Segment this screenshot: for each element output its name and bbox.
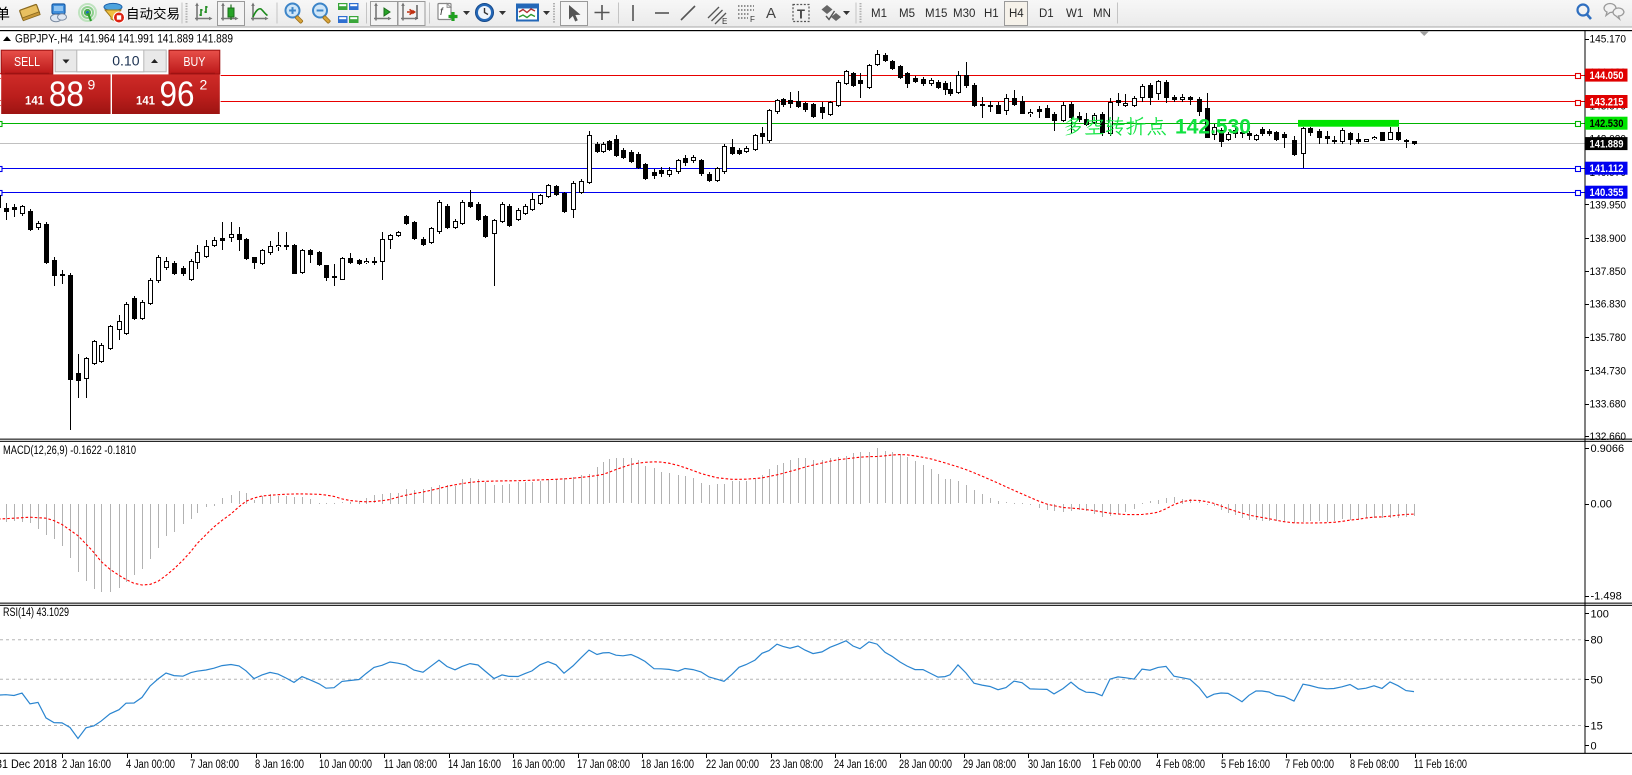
svg-text:0.00: 0.00 [1591, 499, 1612, 511]
svg-text:0.10: 0.10 [112, 53, 139, 69]
svg-text:143.215: 143.215 [1590, 97, 1624, 109]
svg-text:M15: M15 [925, 8, 947, 20]
svg-text:MACD(12,26,9) -0.1622 -0.1810: MACD(12,26,9) -0.1622 -0.1810 [3, 445, 136, 457]
svg-text:-1.498: -1.498 [1591, 591, 1622, 603]
svg-text:31 Dec 2018: 31 Dec 2018 [0, 759, 57, 771]
svg-text:30 Jan 16:00: 30 Jan 16:00 [1028, 759, 1081, 771]
svg-text:24 Jan 16:00: 24 Jan 16:00 [834, 759, 887, 771]
svg-text:15: 15 [1591, 721, 1603, 733]
svg-text:144.050: 144.050 [1590, 70, 1624, 82]
svg-text:0.9066: 0.9066 [1591, 443, 1625, 455]
svg-text:50: 50 [1591, 674, 1603, 686]
svg-text:134.730: 134.730 [1590, 365, 1627, 377]
svg-text:H4: H4 [1009, 8, 1024, 20]
svg-text:29 Jan 08:00: 29 Jan 08:00 [963, 759, 1016, 771]
svg-text:5 Feb 16:00: 5 Feb 16:00 [1221, 759, 1270, 771]
svg-text:W1: W1 [1066, 8, 1083, 20]
svg-text:7 Feb 00:00: 7 Feb 00:00 [1285, 759, 1334, 771]
svg-text:11 Feb 16:00: 11 Feb 16:00 [1414, 759, 1467, 771]
svg-text:4 Feb 08:00: 4 Feb 08:00 [1156, 759, 1205, 771]
svg-text:MN: MN [1093, 8, 1111, 20]
svg-text:142.530: 142.530 [1175, 116, 1251, 139]
svg-text:23 Jan 08:00: 23 Jan 08:00 [770, 759, 823, 771]
svg-text:10 Jan 00:00: 10 Jan 00:00 [319, 759, 372, 771]
svg-text:140.355: 140.355 [1590, 187, 1624, 199]
svg-text:H1: H1 [984, 8, 999, 20]
svg-text:T: T [797, 7, 805, 22]
svg-text:11 Jan 08:00: 11 Jan 08:00 [384, 759, 437, 771]
svg-text:F: F [750, 15, 755, 24]
svg-text:141.889: 141.889 [1590, 139, 1624, 151]
svg-text:100: 100 [1591, 608, 1609, 620]
svg-text:137.850: 137.850 [1590, 266, 1627, 278]
svg-text:141: 141 [25, 93, 44, 107]
svg-text:8 Feb 08:00: 8 Feb 08:00 [1350, 759, 1399, 771]
svg-text:M5: M5 [899, 8, 915, 20]
svg-text:132.660: 132.660 [1590, 431, 1627, 443]
svg-text:136.830: 136.830 [1590, 299, 1627, 311]
svg-text:135.780: 135.780 [1590, 332, 1627, 344]
svg-text:80: 80 [1591, 635, 1603, 647]
svg-text:96: 96 [160, 74, 195, 114]
svg-text:1 Feb 00:00: 1 Feb 00:00 [1092, 759, 1141, 771]
svg-text:88: 88 [49, 74, 84, 114]
svg-text:f: f [440, 7, 444, 18]
svg-text:22 Jan 00:00: 22 Jan 00:00 [706, 759, 759, 771]
svg-text:SELL: SELL [14, 55, 40, 69]
svg-text:138.900: 138.900 [1590, 233, 1627, 245]
svg-text:D1: D1 [1039, 8, 1054, 20]
svg-text:17 Jan 08:00: 17 Jan 08:00 [577, 759, 630, 771]
svg-text:4 Jan 00:00: 4 Jan 00:00 [126, 759, 175, 771]
svg-text:133.680: 133.680 [1590, 399, 1627, 411]
svg-text:7 Jan 08:00: 7 Jan 08:00 [190, 759, 239, 771]
svg-text:M30: M30 [953, 8, 975, 20]
svg-text:E: E [722, 17, 727, 26]
svg-text:0: 0 [1591, 740, 1597, 752]
svg-text:BUY: BUY [183, 55, 206, 69]
svg-text:141.112: 141.112 [1590, 163, 1624, 175]
svg-text:16 Jan 00:00: 16 Jan 00:00 [512, 759, 565, 771]
svg-text:141: 141 [136, 93, 155, 107]
svg-text:142.530: 142.530 [1590, 118, 1624, 130]
svg-text:M1: M1 [871, 8, 887, 20]
svg-text:2 Jan 16:00: 2 Jan 16:00 [62, 759, 111, 771]
svg-text:2: 2 [200, 77, 208, 93]
svg-text:9: 9 [88, 77, 96, 93]
svg-text:28 Jan 00:00: 28 Jan 00:00 [899, 759, 952, 771]
svg-text:145.170: 145.170 [1590, 34, 1627, 46]
svg-text:18 Jan 16:00: 18 Jan 16:00 [641, 759, 694, 771]
svg-text:A: A [766, 5, 776, 22]
svg-text:RSI(14) 43.1029: RSI(14) 43.1029 [3, 607, 69, 619]
svg-text:139.950: 139.950 [1590, 200, 1627, 212]
svg-text:GBPJPY-,H4 141.964 141.991 14: GBPJPY-,H4 141.964 141.991 141.889 141.8… [15, 34, 233, 46]
svg-text:14 Jan 16:00: 14 Jan 16:00 [448, 759, 501, 771]
svg-text:8 Jan 16:00: 8 Jan 16:00 [255, 759, 304, 771]
